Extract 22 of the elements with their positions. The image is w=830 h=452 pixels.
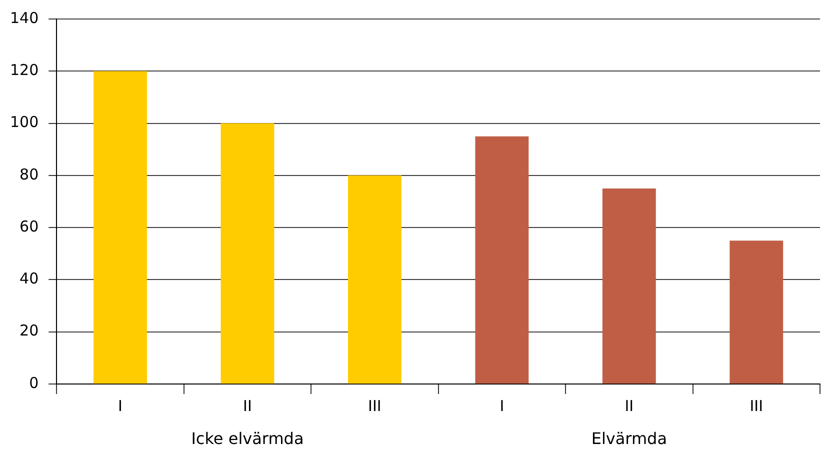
x-tick-label: II <box>243 396 252 415</box>
bar <box>602 188 656 384</box>
y-tick-label: 100 <box>10 113 39 132</box>
y-tick-label: 60 <box>20 217 39 236</box>
y-tick-label: 40 <box>20 270 39 288</box>
text: Icke elvärmda <box>191 429 304 448</box>
x-tick-label: III <box>368 396 382 415</box>
x-tick-label: I <box>118 396 122 415</box>
y-tick-label: 140 <box>10 8 39 27</box>
bar <box>730 240 784 384</box>
x-tick-label: II <box>624 396 634 415</box>
x-tick-label: I <box>500 396 504 415</box>
bar <box>475 136 529 384</box>
y-tick-label: 80 <box>20 165 39 184</box>
bar <box>94 71 147 384</box>
text: Elvärmda <box>591 429 667 448</box>
y-tick-label: 120 <box>10 61 39 80</box>
bar <box>220 123 274 384</box>
bar <box>348 175 402 384</box>
y-tick-label: 0 <box>29 374 39 392</box>
y-tick-label: 20 <box>20 322 39 340</box>
x-tick-label: III <box>750 396 764 415</box>
